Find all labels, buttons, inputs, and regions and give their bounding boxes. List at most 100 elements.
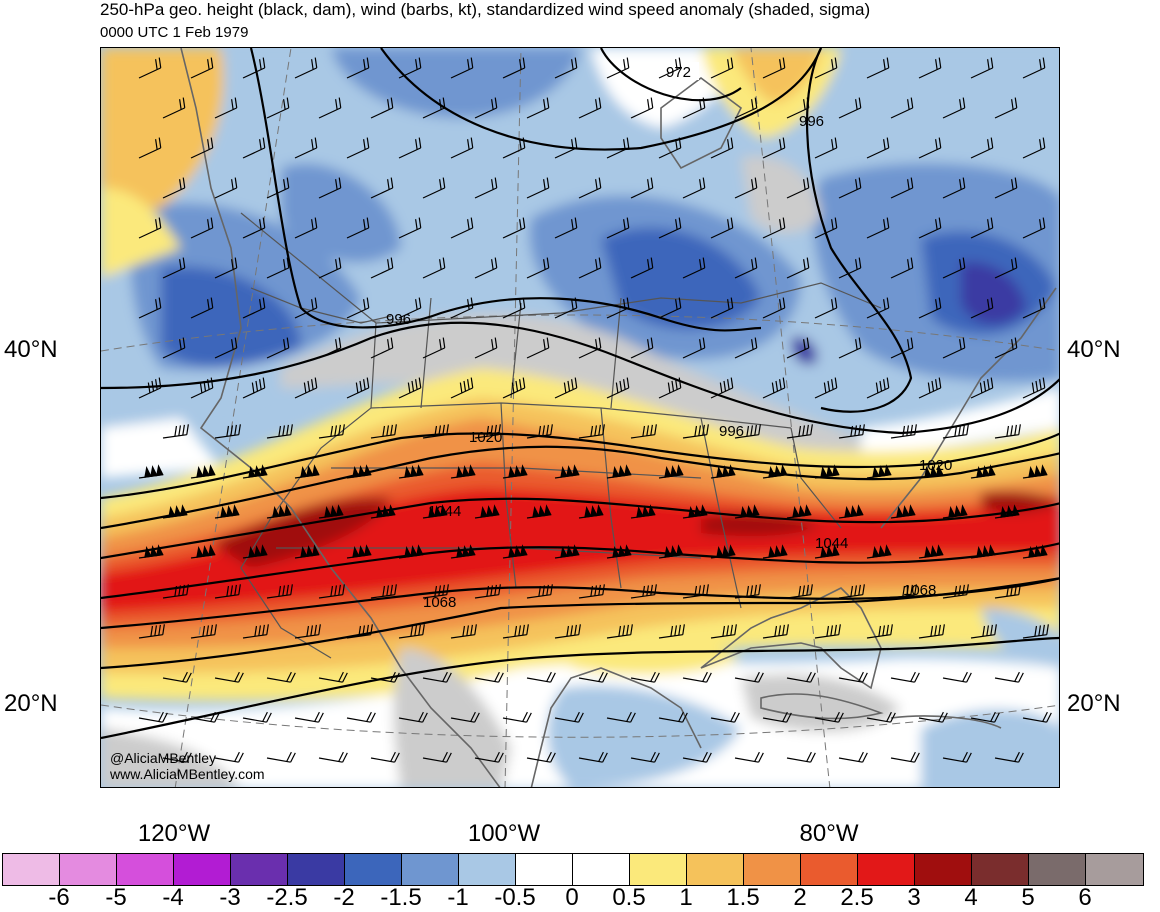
wind-barb bbox=[266, 424, 293, 439]
wind-barb bbox=[502, 217, 526, 239]
lat-label-40n-left: 40°N bbox=[4, 336, 58, 363]
wind-barb bbox=[734, 584, 761, 599]
wind-barb bbox=[1022, 711, 1052, 723]
wind-barb bbox=[422, 751, 452, 763]
map-panel: 972 996 996 996 1020 1020 1044 1044 1068… bbox=[100, 47, 1060, 788]
colorbar-tick-label: -6 bbox=[48, 884, 70, 911]
wind-barb bbox=[890, 504, 916, 519]
wind-barb bbox=[526, 751, 556, 763]
wind-barb bbox=[786, 671, 816, 683]
wind-barb bbox=[162, 584, 189, 599]
wind-barb bbox=[450, 137, 474, 159]
credit-website: www.AliciaMBentley.com bbox=[110, 766, 265, 782]
wind-barb bbox=[994, 504, 1020, 519]
wind-barb bbox=[554, 137, 578, 159]
wind-barb bbox=[138, 544, 164, 559]
wind-barb bbox=[606, 624, 633, 639]
wind-barb bbox=[214, 671, 244, 683]
wind-barb bbox=[918, 544, 944, 559]
colorbar-tick-label: -2 bbox=[333, 884, 355, 911]
wind-barb bbox=[242, 297, 266, 319]
wind-barb bbox=[734, 504, 760, 519]
wind-barb bbox=[1022, 57, 1046, 79]
colorbar-box bbox=[801, 854, 858, 885]
wind-barb bbox=[138, 377, 162, 399]
wind-barb bbox=[214, 177, 238, 199]
wind-barb bbox=[266, 584, 293, 599]
wind-barb bbox=[970, 297, 994, 319]
wind-barb bbox=[682, 584, 709, 599]
wind-barb bbox=[630, 584, 657, 599]
colorbar-tick-label: 2.5 bbox=[840, 884, 874, 911]
wind-barb bbox=[682, 177, 706, 199]
wind-barb bbox=[658, 137, 682, 159]
wind-barb bbox=[398, 711, 428, 723]
wind-barb bbox=[398, 217, 422, 239]
wind-barb bbox=[502, 624, 529, 639]
wind-barb bbox=[994, 671, 1024, 683]
contour-label-996-ne: 996 bbox=[799, 113, 824, 130]
wind-barb bbox=[606, 137, 630, 159]
wind-barb bbox=[526, 584, 553, 599]
wind-barb bbox=[266, 337, 290, 359]
wind-barb bbox=[866, 217, 890, 239]
wind-barb bbox=[346, 57, 370, 79]
colorbar-tick-label: 1.5 bbox=[726, 884, 760, 911]
wind-barb bbox=[318, 424, 345, 439]
wind-barb bbox=[318, 337, 342, 359]
wind-barb bbox=[814, 624, 841, 639]
contour-label-996-east: 996 bbox=[719, 423, 744, 440]
wind-barb bbox=[814, 464, 840, 479]
wind-barb bbox=[162, 671, 192, 683]
wind-barb bbox=[370, 257, 394, 279]
wind-barb bbox=[162, 337, 186, 359]
wind-barb bbox=[658, 464, 684, 479]
wind-barb bbox=[138, 464, 164, 479]
wind-barb bbox=[814, 217, 838, 239]
wind-barb bbox=[734, 97, 758, 119]
wind-barb bbox=[318, 504, 344, 519]
wind-barb bbox=[554, 377, 578, 399]
height-contours bbox=[101, 48, 1059, 740]
wind-barb bbox=[474, 177, 498, 199]
wind-barb bbox=[422, 337, 446, 359]
wind-barb bbox=[710, 217, 734, 239]
wind-barb bbox=[422, 584, 449, 599]
colorbar-box bbox=[117, 854, 174, 885]
wind-barb bbox=[994, 584, 1021, 599]
wind-barb bbox=[838, 337, 862, 359]
wind-barb bbox=[474, 337, 498, 359]
wind-barb bbox=[398, 137, 422, 159]
wind-barb bbox=[994, 337, 1018, 359]
wind-barb bbox=[346, 377, 370, 399]
graticule bbox=[101, 48, 1059, 787]
wind-barb bbox=[214, 337, 238, 359]
wind-barb bbox=[294, 57, 318, 79]
colorbar-tick-label: 0.5 bbox=[612, 884, 646, 911]
wind-barb bbox=[162, 177, 186, 199]
wind-barb bbox=[762, 297, 786, 319]
wind-barb bbox=[658, 217, 682, 239]
wind-barb bbox=[346, 464, 372, 479]
lat-label-20n-left: 20°N bbox=[4, 690, 58, 717]
wind-barb bbox=[890, 97, 914, 119]
colorbar-box bbox=[459, 854, 516, 885]
wind-barb bbox=[786, 257, 810, 279]
wind-barb bbox=[994, 257, 1018, 279]
colorbar-box bbox=[744, 854, 801, 885]
wind-barb bbox=[214, 584, 241, 599]
wind-barb bbox=[162, 257, 186, 279]
wind-barb bbox=[734, 671, 764, 683]
map-subtitle: 0000 UTC 1 Feb 1979 bbox=[100, 24, 249, 41]
colorbar-box bbox=[60, 854, 117, 885]
wind-barb bbox=[1022, 624, 1049, 639]
wind-barb bbox=[526, 177, 550, 199]
wind-barb bbox=[838, 671, 868, 683]
contour-label-1044-east: 1044 bbox=[815, 535, 848, 552]
wind-barb bbox=[786, 424, 813, 439]
wind-barb bbox=[710, 711, 740, 723]
wind-barb bbox=[630, 751, 660, 763]
colorbar-tick-label: -5 bbox=[105, 884, 127, 911]
wind-barb bbox=[554, 217, 578, 239]
wind-barb bbox=[630, 424, 657, 439]
